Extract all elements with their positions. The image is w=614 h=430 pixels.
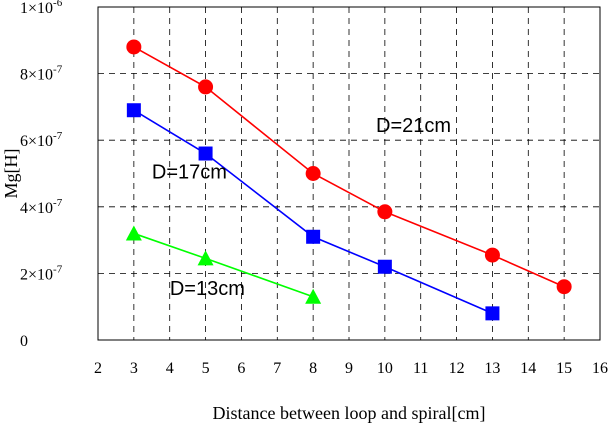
y-tick-label: 8×10-7 (20, 64, 63, 84)
plot-frame (97, 6, 601, 341)
x-tick-label: 5 (202, 360, 210, 377)
series-layer (125, 39, 572, 321)
y-tick-label: 4×10-7 (20, 197, 63, 217)
x-tick-label: 7 (273, 360, 281, 377)
series-annotation: D=17cm (152, 161, 227, 183)
x-tick-label: 6 (237, 360, 245, 377)
data-point-triangle (305, 288, 322, 304)
data-point-circle (198, 79, 214, 95)
x-tick-label: 3 (130, 360, 138, 377)
data-point-circle (484, 247, 500, 263)
x-axis-label: Distance between loop and spiral[cm] (213, 403, 486, 423)
annotation-layer: D=21cm D=17cm D=13cm (152, 115, 451, 300)
x-tick-label: 16 (592, 360, 608, 377)
data-point-square (377, 259, 392, 274)
series-triangle (125, 225, 322, 304)
x-tick-label: 12 (449, 360, 465, 377)
y-tick-label: 0 (20, 333, 28, 350)
series-annotation: D=21cm (376, 115, 451, 137)
x-tick-label: 4 (166, 360, 174, 377)
data-point-square (126, 103, 141, 118)
series-annotation: D=13cm (170, 278, 245, 300)
x-tick-label: 10 (377, 360, 393, 377)
data-point-square (198, 146, 213, 161)
x-tick-label: 13 (484, 360, 500, 377)
y-tick-label: 1×10-6 (20, 0, 63, 17)
y-tick-label: 6×10-7 (20, 130, 63, 150)
x-tick-label: 9 (345, 360, 353, 377)
data-point-triangle (197, 250, 214, 266)
x-tick-label: 11 (413, 360, 428, 377)
data-point-circle (377, 204, 393, 220)
data-point-circle (305, 166, 321, 181)
series-circle (126, 39, 572, 295)
y-tick-label: 2×10-7 (20, 263, 63, 283)
data-point-circle (556, 279, 572, 295)
data-point-square (485, 306, 500, 321)
x-tick-label: 14 (520, 360, 536, 377)
y-axis-label: Mg[H] (1, 149, 21, 199)
data-point-square (306, 229, 321, 244)
x-tick-label: 2 (94, 360, 102, 377)
data-point-circle (126, 39, 142, 55)
series-line (133, 46, 565, 288)
data-point-triangle (125, 225, 142, 241)
series-square (126, 103, 500, 321)
x-tick-label: 8 (309, 360, 317, 377)
axis-ticks: 2 3 4 5 6 7 8 9 10 11 12 13 14 15 16 0 2×10-7 4×10-7 6×10-… (20, 0, 608, 377)
x-tick-label: 15 (556, 360, 572, 377)
